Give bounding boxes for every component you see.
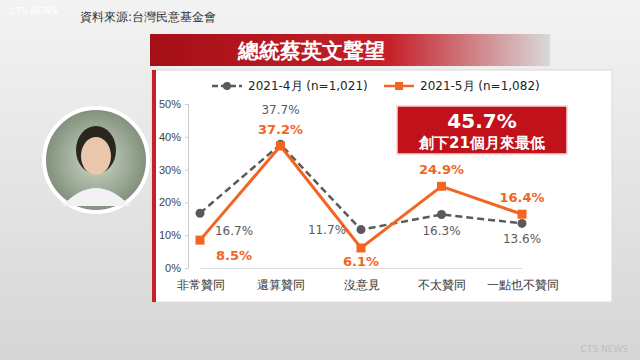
- y-axis: 0% 10% 20% 30% 40% 50%: [159, 98, 189, 274]
- y-tick: 20%: [159, 196, 188, 208]
- marker: [437, 210, 446, 219]
- legend-label: 2021-4月 (n=1,021): [248, 79, 368, 93]
- legend-marker: [223, 82, 231, 90]
- y-tick-mark: [185, 268, 188, 269]
- data-label: 37.7%: [261, 103, 299, 117]
- x-tick-label: 非常贊同: [177, 278, 225, 292]
- data-label: 24.9%: [419, 162, 464, 177]
- watermark: CTS NEWS: [581, 344, 629, 354]
- y-tick-label: 20%: [159, 196, 181, 208]
- x-tick: 不太贊同: [418, 278, 466, 292]
- y-tick-mark: [185, 235, 188, 236]
- panel-accent: [152, 70, 156, 302]
- data-label: 16.7%: [215, 224, 253, 238]
- x-tick: 沒意見: [344, 278, 380, 292]
- x-tick-label: 不太贊同: [418, 278, 466, 292]
- annotation-text: 45.7%: [447, 109, 516, 133]
- legend: 2021-4月 (n=1,021) 2021-5月 (n=1,082): [212, 79, 540, 93]
- y-tick: 30%: [159, 164, 188, 176]
- y-tick-mark: [185, 137, 188, 138]
- portrait-face: [81, 137, 111, 175]
- annotation-box: [397, 106, 567, 154]
- y-tick: 40%: [159, 131, 188, 143]
- data-label: 37.2%: [258, 122, 303, 137]
- portrait-hair: [76, 126, 116, 174]
- marker: [518, 210, 527, 219]
- y-tick-label: 50%: [159, 98, 181, 110]
- marker: [357, 225, 366, 234]
- marker: [437, 182, 446, 191]
- series-line: [200, 144, 522, 229]
- background: [0, 0, 640, 360]
- series-line: [200, 146, 522, 248]
- marker: [518, 219, 527, 228]
- x-tick: 非常贊同: [177, 278, 225, 292]
- plot-area: [196, 140, 527, 253]
- x-tick-label: 沒意見: [344, 278, 380, 292]
- annotation-text: 創下21個月來最低: [418, 134, 545, 152]
- plot-panel: [152, 70, 612, 302]
- y-tick-label: 40%: [159, 131, 181, 143]
- data-label: 6.1%: [343, 254, 379, 269]
- title: 總統蔡英文聲望: [237, 39, 385, 63]
- y-tick-mark: [185, 202, 188, 203]
- x-tick: 一點也不贊同: [487, 278, 559, 292]
- source: 資料來源:台灣民意基金會: [80, 10, 216, 24]
- data-labels: 16.7% 37.7% 11.7% 16.3% 13.6% 8.5% 37.2% 6.1% 24…: [215, 103, 545, 269]
- watermark: CTS NEWS: [10, 6, 58, 16]
- x-tick: 還算贊同: [257, 278, 305, 292]
- data-label: 11.7%: [308, 223, 346, 237]
- data-label: 16.4%: [499, 190, 544, 205]
- x-tick-label: 還算贊同: [257, 278, 305, 292]
- marker: [357, 243, 366, 252]
- marker: [196, 209, 205, 218]
- legend-label: 2021-5月 (n=1,082): [420, 79, 540, 93]
- y-tick: 50%: [159, 98, 188, 110]
- marker: [196, 236, 205, 245]
- portrait: [44, 108, 148, 212]
- x-tick-label: 一點也不贊同: [487, 278, 559, 292]
- y-tick-label: 0%: [165, 262, 181, 274]
- data-label: 16.3%: [422, 224, 460, 238]
- portrait-body: [62, 188, 130, 206]
- y-tick: 0%: [165, 262, 188, 274]
- y-tick-label: 30%: [159, 164, 181, 176]
- y-axis-line: [185, 105, 189, 269]
- y-tick-mark: [185, 104, 188, 105]
- chart-canvas: CTS NEWS CTS NEWS 資料來源:台灣民意基金會總統蔡英文聲望 0% 10%…: [0, 0, 640, 360]
- legend-marker: [395, 82, 403, 90]
- y-tick-label: 10%: [159, 229, 181, 241]
- data-label: 8.5%: [216, 248, 252, 263]
- annotation: 45.7%創下21個月來最低: [397, 106, 567, 154]
- x-axis: 非常贊同 還算贊同 沒意見 不太贊同 一點也不贊同: [177, 269, 559, 292]
- portrait-frame: [44, 108, 148, 212]
- title-banner: [150, 34, 550, 66]
- y-tick: 10%: [159, 229, 188, 241]
- y-tick-mark: [185, 170, 188, 171]
- marker: [276, 141, 285, 150]
- data-label: 13.6%: [503, 232, 541, 246]
